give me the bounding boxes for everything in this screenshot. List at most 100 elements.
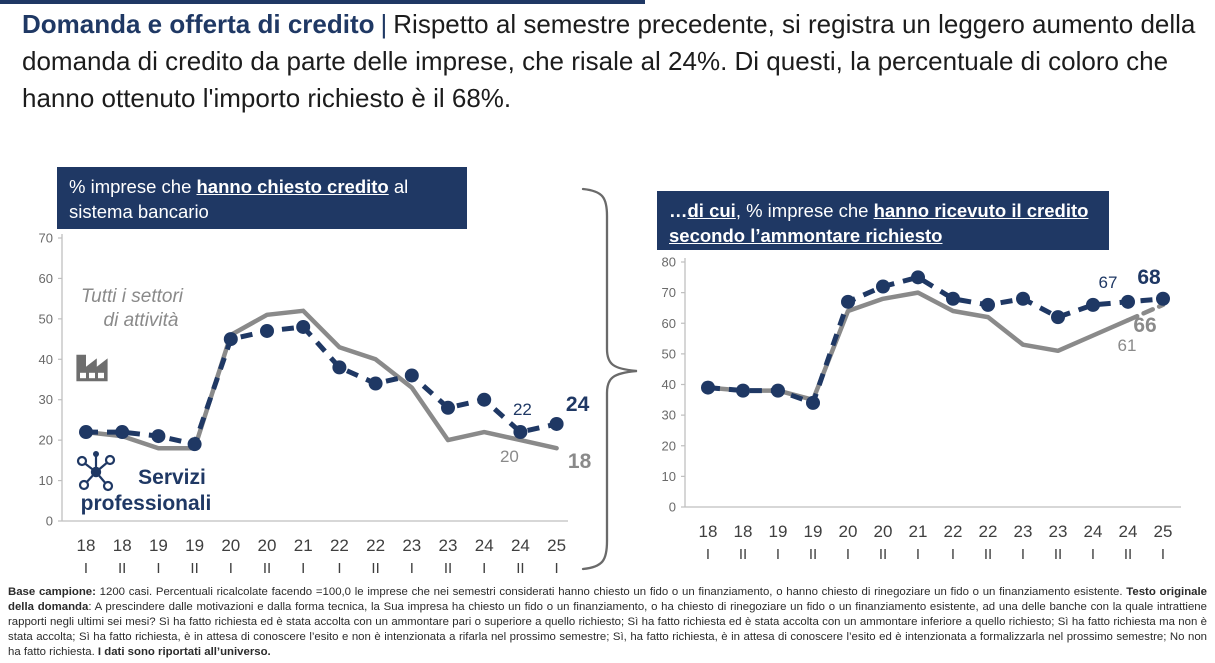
x-tick-label-year: 23 [1014, 522, 1033, 541]
data-point-marker [1016, 291, 1030, 306]
x-tick-label-semester: I [776, 546, 780, 563]
title-separator: | [380, 9, 388, 39]
x-tick-label-year: 22 [366, 536, 385, 555]
data-point-marker [1051, 310, 1065, 325]
x-tick-label-semester: I [337, 560, 341, 577]
x-tick-label-semester: II [190, 560, 198, 577]
data-point-marker [806, 395, 820, 410]
data-label: 22 [513, 400, 532, 419]
data-point-marker [771, 383, 785, 398]
x-tick-label-year: 24 [511, 536, 530, 555]
data-point-marker [981, 297, 995, 312]
text-segment: Testo originale della domanda [8, 586, 1207, 613]
series-line-all-sectors [705, 290, 1131, 403]
y-tick-label: 80 [662, 255, 676, 270]
x-tick-label-year: 19 [769, 522, 788, 541]
data-point-marker [911, 270, 925, 285]
series-line-all-sectors-forecast [1125, 302, 1166, 323]
x-tick-label-semester: II [371, 560, 379, 577]
x-tick-label-semester: I [1091, 546, 1095, 563]
data-label: 68 [1137, 266, 1161, 289]
x-tick-label-semester: II [879, 546, 887, 563]
y-tick-label: 70 [662, 285, 676, 300]
x-tick-label-semester: I [84, 560, 88, 577]
x-tick-label-year: 22 [944, 522, 963, 541]
series-line-professional-services [86, 324, 558, 447]
x-tick-label-year: 21 [294, 536, 313, 555]
x-tick-label-semester: II [809, 546, 817, 563]
text-segment: , % imprese che [735, 200, 874, 221]
y-tick-label: 10 [39, 473, 53, 488]
legend-label: di attività [104, 310, 179, 331]
x-tick-label-year: 24 [1119, 522, 1138, 541]
x-tick-label-semester: II [739, 546, 747, 563]
x-tick-label-year: 19 [185, 536, 204, 555]
data-point-marker [368, 376, 383, 391]
x-tick-label-year: 22 [979, 522, 998, 541]
y-tick-label: 20 [662, 438, 676, 453]
data-point-marker [223, 332, 238, 347]
x-tick-label-year: 21 [909, 522, 928, 541]
y-tick-label: 30 [662, 408, 676, 423]
data-point-marker [513, 425, 528, 440]
x-tick-label-year: 24 [1084, 522, 1103, 541]
y-tick-label: 70 [39, 231, 53, 246]
x-tick-label-year: 18 [699, 522, 718, 541]
network-icon [76, 451, 116, 492]
x-tick-label-semester: II [263, 560, 271, 577]
title-description: Rispetto al semestre precedente, si regi… [22, 9, 1196, 113]
x-tick-label-semester: I [1021, 546, 1025, 563]
data-point-marker [404, 368, 419, 383]
legend-label: Tutti i settori [81, 286, 184, 307]
x-tick-label-semester: II [984, 546, 992, 563]
x-tick-label-semester: I [846, 546, 850, 563]
text-segment: 1200 casi. Percentuali ricalcolate facen… [99, 586, 1127, 598]
data-point-marker [701, 380, 715, 395]
data-point-marker [441, 400, 455, 415]
left-chart: 01020304050607018I18II19I19II20I20II21I2… [39, 231, 592, 578]
data-point-marker [876, 279, 890, 294]
x-tick-label-year: 25 [547, 536, 566, 555]
data-point-marker [736, 383, 750, 398]
x-tick-label-semester: I [706, 546, 710, 563]
title-topic: Domanda e offerta di credito [22, 9, 375, 39]
x-tick-label-semester: II [1124, 546, 1132, 563]
data-point-marker [187, 437, 202, 452]
page-title: Domanda e offerta di credito | Rispetto al… [22, 6, 1200, 117]
x-tick-label-semester: I [951, 546, 955, 563]
data-point-marker [79, 425, 93, 440]
data-point-marker [841, 294, 855, 309]
y-tick-label: 10 [662, 469, 676, 484]
x-tick-label-semester: I [229, 560, 233, 577]
data-point-marker [1156, 291, 1170, 306]
y-tick-label: 60 [39, 271, 53, 286]
text-segment: % imprese che [69, 176, 197, 197]
top-accent-bar [0, 0, 645, 4]
x-tick-label-year: 20 [258, 536, 277, 555]
data-label: 20 [500, 447, 519, 466]
text-segment: : A prescindere dalle motivazioni e dall… [8, 601, 1207, 658]
y-tick-label: 0 [669, 500, 676, 515]
y-tick-label: 40 [662, 377, 676, 392]
x-tick-label-year: 18 [734, 522, 753, 541]
footnote: Base campione: 1200 casi. Percentuali ri… [8, 585, 1207, 660]
data-point-marker [477, 392, 492, 407]
x-tick-label-semester: I [410, 560, 414, 577]
data-label: 24 [566, 393, 590, 416]
data-label: 66 [1133, 314, 1156, 337]
x-tick-label-year: 24 [475, 536, 494, 555]
text-segment: I dati sono riportati all’universo. [97, 646, 271, 658]
data-point-marker [332, 360, 347, 375]
y-tick-label: 50 [39, 311, 53, 326]
data-point-marker [115, 425, 130, 440]
data-point-marker [260, 323, 274, 338]
x-tick-label-year: 18 [113, 536, 132, 555]
y-tick-label: 20 [39, 433, 53, 448]
x-tick-label-year: 20 [221, 536, 240, 555]
x-tick-label-year: 19 [804, 522, 823, 541]
x-tick-label-semester: II [118, 560, 126, 577]
y-tick-label: 50 [662, 346, 676, 361]
legend-label: Servizi [138, 466, 206, 489]
x-tick-label-year: 23 [439, 536, 458, 555]
